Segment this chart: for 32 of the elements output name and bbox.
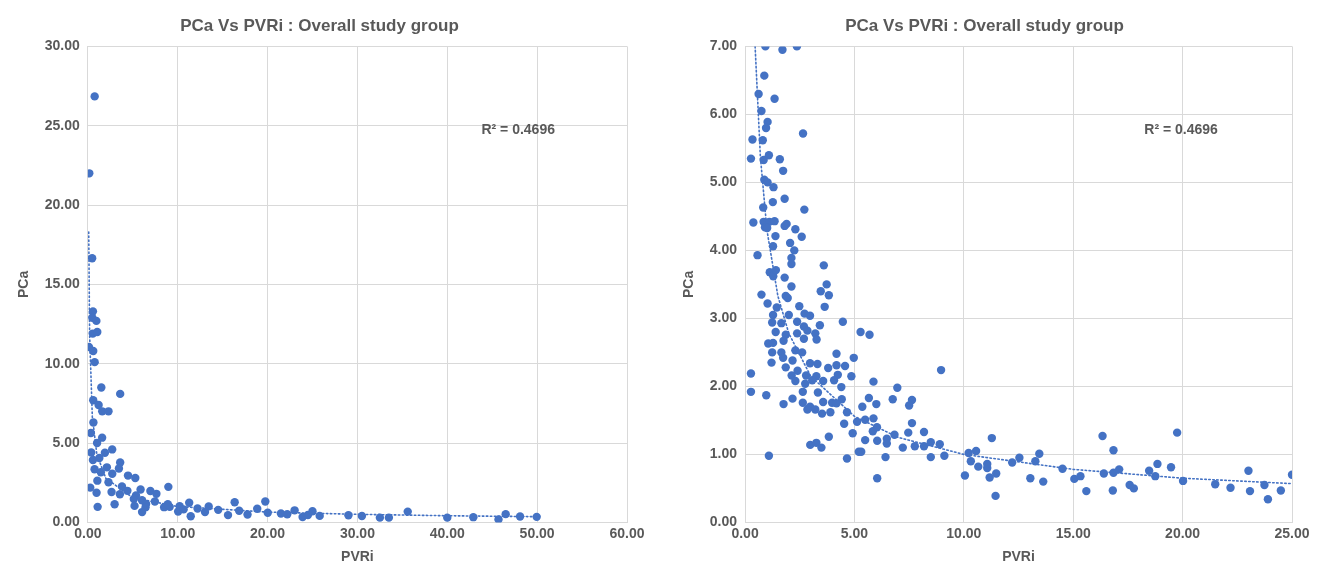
y-tick-label: 2.00 [709,377,738,394]
y-tick-label: 6.00 [709,105,738,122]
y-tick-label: 5.00 [52,433,81,450]
chart-title: PCa Vs PVRi : Overall study group [180,15,459,35]
y-tick-label: 25.00 [44,116,81,133]
x-tick-label: 10.00 [946,524,982,541]
x-tick-label: 10.00 [160,524,196,541]
y-tick-label: 20.00 [44,195,81,212]
x-axis-title: PVRi [1002,548,1035,565]
annotation: R² = 0.4696 [481,120,556,137]
y-tick-label: 1.00 [709,445,738,462]
y-tick-label: 5.00 [709,173,738,190]
x-tick-label: 15.00 [1055,524,1091,541]
x-tick-label: 25.00 [1274,524,1310,541]
y-tick-label: 15.00 [44,275,81,292]
x-tick-label: 60.00 [609,524,645,541]
y-axis-title: PCa [15,270,32,299]
x-tick-label: 30.00 [339,524,376,541]
x-tick-label: 40.00 [429,524,465,541]
y-tick-label: 10.00 [44,354,81,371]
y-tick-label: 4.00 [709,241,738,258]
x-axis-title: PVRi [341,548,374,565]
annotation: R² = 0.4696 [1144,120,1219,137]
y-tick-label: 7.00 [709,37,738,54]
y-tick-label: 3.00 [709,309,738,326]
x-tick-label: 50.00 [519,524,555,541]
y-axis-title: PCa [680,270,697,299]
x-tick-label: 20.00 [1165,524,1201,541]
x-tick-label: 5.00 [840,524,869,541]
x-tick-label: 20.00 [250,524,286,541]
chart-title: PCa Vs PVRi : Overall study group [845,15,1124,35]
y-tick-label: 30.00 [44,37,81,54]
